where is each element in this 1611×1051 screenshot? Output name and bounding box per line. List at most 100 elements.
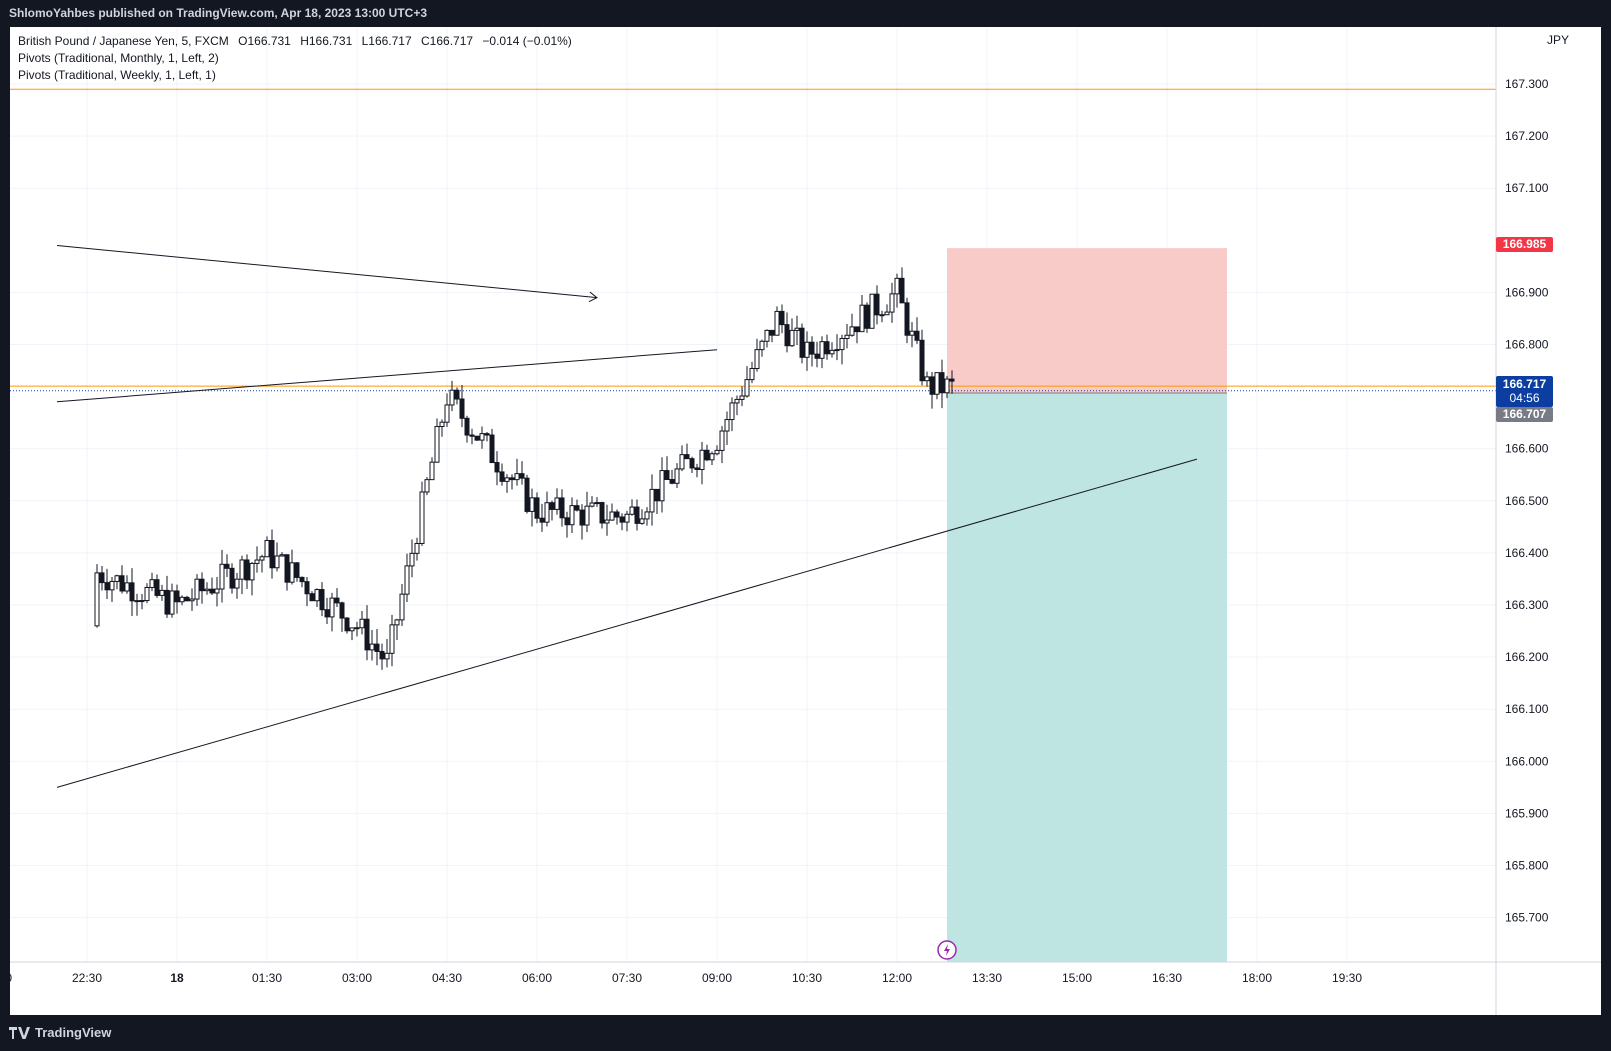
last-price-tag: 166.717 04:56 [1496, 376, 1553, 407]
candle-body [464, 417, 470, 436]
candle-body [329, 597, 335, 618]
candle-body [349, 627, 355, 632]
candle-body [529, 497, 535, 512]
candle-body [784, 324, 790, 347]
candle-body [154, 579, 160, 596]
candle-body [359, 618, 365, 629]
candle-body [879, 314, 885, 317]
candle-body [219, 563, 225, 590]
candle-body [269, 540, 275, 569]
candle-body [579, 509, 585, 526]
indicator-weekly-pivots[interactable]: Pivots (Traditional, Weekly, 1, Left, 1) [18, 68, 216, 82]
candle-body [209, 588, 215, 594]
candle-body [714, 449, 720, 455]
candle-body [644, 511, 650, 520]
candle-body [274, 555, 280, 569]
price-axis-label: 166.000 [1505, 754, 1549, 768]
time-axis-label: 18 [170, 971, 184, 985]
price-axis-label: 166.500 [1505, 494, 1549, 508]
candle-body [799, 327, 805, 358]
price-axis-label: 166.800 [1505, 338, 1549, 352]
candle-body [569, 505, 575, 526]
ohlc-high: H166.731 [300, 34, 353, 48]
candle-body [264, 540, 270, 558]
candle-body [819, 341, 825, 359]
candle-body [654, 488, 660, 502]
time-axis-label: 03:00 [342, 971, 372, 985]
ohlc-open: O166.731 [238, 34, 291, 48]
candle-body [214, 588, 220, 594]
candle-body [159, 589, 165, 596]
price-axis-label: 165.800 [1505, 859, 1549, 873]
candle-body [769, 329, 775, 336]
candle-body [694, 467, 700, 471]
candle-body [734, 398, 740, 404]
candle-body [914, 330, 920, 341]
candle-body [689, 458, 695, 469]
candle-body [194, 578, 200, 600]
candle-body [204, 588, 210, 592]
candle-body [344, 617, 350, 632]
last-price-text: 166.717 [1502, 377, 1547, 391]
candle-body [114, 575, 120, 582]
candle-body [139, 600, 145, 603]
candle-body [229, 567, 235, 589]
price-axis-label: 166.100 [1505, 702, 1549, 716]
symbol-title[interactable]: British Pound / Japanese Yen, 5, FXCM [18, 34, 229, 48]
candle-body [434, 426, 440, 463]
price-axis-label: 166.600 [1505, 442, 1549, 456]
candle-body [944, 378, 950, 394]
candle-body [874, 293, 880, 316]
candle-body [284, 554, 290, 583]
candle-body [369, 643, 375, 651]
candle-body [749, 367, 755, 381]
candle-body [414, 542, 420, 554]
ohlc-close: C166.717 [421, 34, 474, 48]
ohlc-low: L166.717 [361, 34, 412, 48]
candle-body [619, 516, 625, 523]
candle-body [834, 349, 840, 352]
price-axis-label: 166.400 [1505, 546, 1549, 560]
candle-body [399, 593, 405, 621]
time-axis-label: 19:30 [1332, 971, 1362, 985]
chart-area[interactable]: 167.300 167.200 167.100 166.900 166.800 166.6… [10, 27, 1601, 1015]
candle-body [659, 470, 665, 502]
candle-body [334, 597, 340, 604]
candle-body [729, 402, 735, 421]
candle-body [179, 596, 185, 603]
candle-body [494, 462, 500, 473]
candle-body [429, 461, 435, 481]
candle-body [669, 479, 675, 484]
tradingview-logo[interactable]: TradingView [9, 1025, 111, 1040]
candle-body [754, 349, 760, 369]
candle-body [174, 590, 180, 603]
candle-body [624, 513, 630, 523]
candle-body [289, 562, 295, 583]
candle-body [889, 293, 895, 313]
candle-body [854, 326, 860, 333]
indicator-monthly-pivots[interactable]: Pivots (Traditional, Monthly, 1, Left, 2… [18, 51, 219, 65]
candle-body [929, 376, 935, 395]
candle-body [164, 589, 170, 615]
candle-body [824, 341, 830, 355]
time-axis-label: 04:30 [432, 971, 462, 985]
brand-name: TradingView [35, 1025, 112, 1040]
candle-body [304, 581, 310, 595]
entry-price-text: 166.707 [1502, 407, 1547, 421]
candle-body [679, 454, 685, 470]
chart-canvas[interactable]: 167.300 167.200 167.100 166.900 166.800 166.6… [10, 27, 1601, 1015]
candle-body [509, 477, 515, 481]
candle-body [294, 562, 300, 578]
candle-body [909, 330, 915, 336]
candle-body [614, 511, 620, 518]
price-axis-label: 166.300 [1505, 598, 1549, 612]
candle-body [254, 559, 260, 564]
candle-body [739, 395, 745, 400]
time-axis-label: 07:30 [612, 971, 642, 985]
candle-body [779, 310, 785, 326]
candle-body [664, 470, 670, 481]
candle-body [894, 277, 900, 295]
candle-body [319, 589, 325, 611]
candle-body [309, 593, 315, 602]
candle-body [934, 372, 940, 395]
